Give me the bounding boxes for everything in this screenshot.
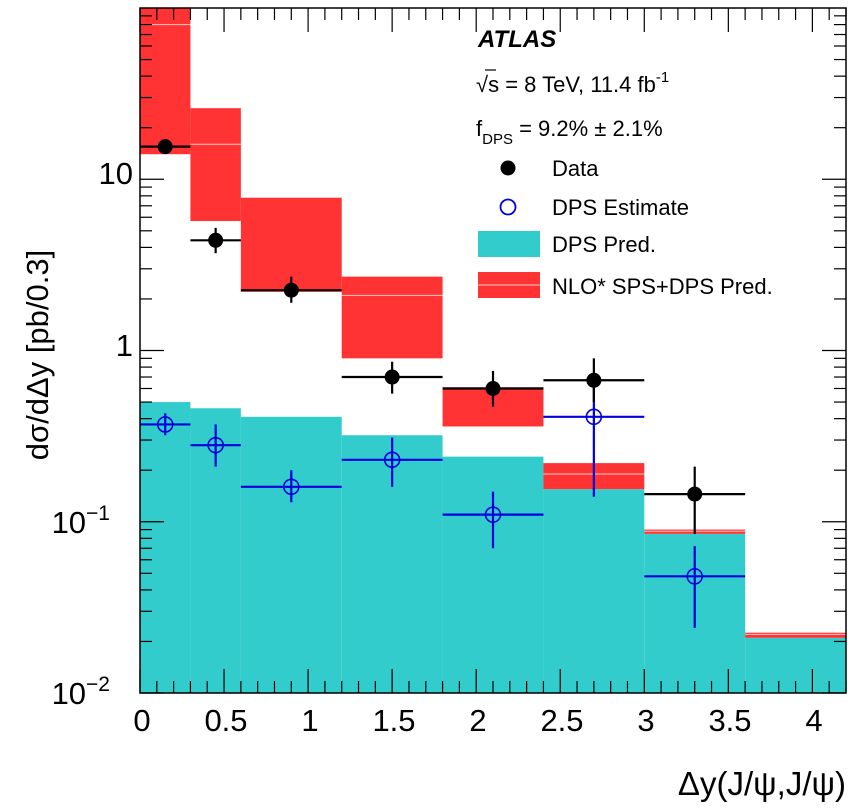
nlo-band-bin [745, 632, 846, 638]
x-tick-label: 4 [805, 703, 822, 738]
y-tick-label: 10 [99, 156, 133, 191]
y-tick-label: 10−1 [52, 502, 110, 540]
dps-prediction-histogram [140, 402, 846, 693]
data-point-marker [157, 139, 173, 155]
legend-marker-dps-estimate [499, 198, 517, 216]
x-tick-labels: 0 0.5 1 1.5 2 2.5 3 3.5 4 [133, 703, 822, 738]
dps-estimate-point-marker [156, 416, 174, 433]
x-axis-title: Δy(J/ψ,J/ψ) [678, 765, 846, 802]
nlo-band-bin [140, 8, 191, 155]
dps-estimate-point-marker [686, 568, 704, 585]
dps-estimate-point-marker [484, 506, 502, 523]
legend-entry-nlo: NLO* SPS+DPS Pred. [478, 272, 773, 299]
legend-entry-dps-pred: DPS Pred. [478, 231, 656, 257]
legend-entry-dps-estimate: DPS Estimate [499, 195, 689, 220]
dps-estimate-point-marker [585, 408, 603, 426]
x-tick-label: 1 [301, 703, 318, 738]
x-tick-label: 0.5 [204, 703, 247, 738]
y-tick-labels: 10−2 10−1 1 10 [52, 156, 133, 711]
data-point-marker [485, 380, 501, 396]
energy-luminosity-label: √s = 8 TeV, 11.4 fb-1 [476, 69, 669, 97]
x-tick-label: 3 [637, 703, 654, 738]
legend-label-dps-estimate: DPS Estimate [552, 195, 689, 220]
dps-pred-bar [240, 416, 342, 693]
data-point-marker [208, 232, 224, 248]
nlo-band-bin [190, 108, 241, 222]
dps-pred-bar [140, 402, 191, 693]
y-axis-title: dσ/dΔy [pb/0.3] [20, 250, 55, 460]
x-tick-label: 1.5 [372, 703, 415, 738]
nlo-band-bin [341, 276, 443, 359]
legend-label-nlo: NLO* SPS+DPS Pred. [552, 274, 773, 299]
dps-estimate-point-marker [383, 451, 401, 469]
svg-text:√s = 8 TeV, 11.4 fb-1: √s = 8 TeV, 11.4 fb-1 [476, 69, 669, 97]
legend-swatch-dps-pred [478, 231, 540, 257]
nlo-prediction-band [140, 8, 846, 638]
x-tick-label: 2.5 [540, 703, 583, 738]
legend-label-data: Data [552, 156, 599, 181]
fdps-label: fDPS = 9.2% ± 2.1% [476, 116, 663, 148]
x-tick-label: 2 [469, 703, 486, 738]
dps-pred-bar [543, 489, 645, 693]
y-tick-label: 1 [116, 328, 133, 363]
dps-estimate-point-marker [207, 436, 224, 454]
data-point-marker [586, 372, 602, 388]
nlo-band-bin [240, 197, 342, 292]
legend-label-dps-pred: DPS Pred. [552, 232, 656, 257]
axis-ticks [139, 8, 847, 694]
legend-marker-data [500, 160, 516, 176]
x-tick-label: 0 [133, 703, 150, 738]
x-tick-label: 3.5 [708, 703, 751, 738]
legend: Data DPS Estimate DPS Pred. NLO* SPS+DPS… [478, 156, 773, 299]
y-tick-label: 10−2 [52, 673, 110, 711]
data-point-marker [384, 369, 400, 385]
legend-entry-data: Data [500, 156, 599, 181]
data-points [140, 139, 746, 628]
dps-estimate-point-marker [282, 478, 300, 496]
data-point-marker [687, 486, 703, 502]
data-point-marker [283, 282, 299, 298]
experiment-label: ATLAS [477, 26, 556, 53]
